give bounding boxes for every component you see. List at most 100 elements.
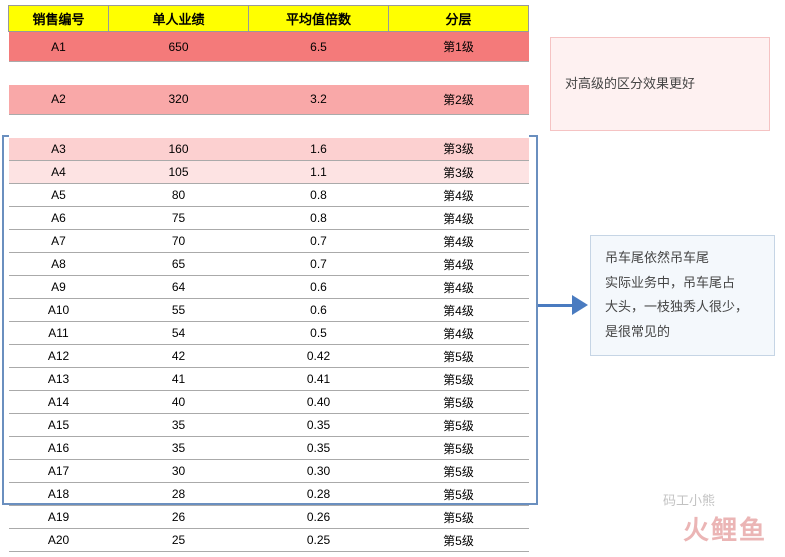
cell-id: A7 <box>9 230 109 253</box>
cell-level: 第5级 <box>389 414 529 437</box>
annotation-bottom: 吊车尾依然吊车尾实际业务中，吊车尾占大头，一枝独秀人很少，是很常见的 <box>590 235 775 356</box>
cell-mult: 0.8 <box>249 184 389 207</box>
cell-mult: 0.28 <box>249 483 389 506</box>
cell-perf: 35 <box>109 414 249 437</box>
cell-perf: 25 <box>109 529 249 552</box>
cell-perf: 54 <box>109 322 249 345</box>
cell-mult: 0.40 <box>249 391 389 414</box>
cell-level: 第5级 <box>389 368 529 391</box>
cell-id: A3 <box>9 138 109 161</box>
spacer-row <box>9 115 529 138</box>
table-row: A16506.5第1级 <box>9 32 529 62</box>
cell-level: 第3级 <box>389 161 529 184</box>
table-row: A8650.7第4级 <box>9 253 529 276</box>
cell-mult: 0.35 <box>249 437 389 460</box>
cell-perf: 64 <box>109 276 249 299</box>
spacer-row <box>9 62 529 85</box>
cell-id: A4 <box>9 161 109 184</box>
cell-id: A9 <box>9 276 109 299</box>
cell-level: 第4级 <box>389 230 529 253</box>
cell-id: A2 <box>9 85 109 115</box>
table-row: A9640.6第4级 <box>9 276 529 299</box>
cell-mult: 0.6 <box>249 299 389 322</box>
cell-id: A17 <box>9 460 109 483</box>
cell-perf: 160 <box>109 138 249 161</box>
table-row: A7700.7第4级 <box>9 230 529 253</box>
cell-mult: 0.7 <box>249 253 389 276</box>
table-row: A41051.1第3级 <box>9 161 529 184</box>
cell-mult: 3.2 <box>249 85 389 115</box>
arrow-icon <box>538 295 588 315</box>
col-perf: 单人业绩 <box>109 6 249 32</box>
table-row: A20250.25第5级 <box>9 529 529 552</box>
cell-perf: 80 <box>109 184 249 207</box>
table-row: A10550.6第4级 <box>9 299 529 322</box>
cell-level: 第4级 <box>389 207 529 230</box>
cell-level: 第2级 <box>389 85 529 115</box>
cell-level: 第5级 <box>389 529 529 552</box>
table-row: A15350.35第5级 <box>9 414 529 437</box>
cell-mult: 1.1 <box>249 161 389 184</box>
table-row: A18280.28第5级 <box>9 483 529 506</box>
cell-perf: 30 <box>109 460 249 483</box>
cell-mult: 0.42 <box>249 345 389 368</box>
table-row: A5800.8第4级 <box>9 184 529 207</box>
cell-id: A1 <box>9 32 109 62</box>
cell-level: 第5级 <box>389 345 529 368</box>
cell-perf: 28 <box>109 483 249 506</box>
watermark-secondary: 码工小熊 <box>663 490 715 509</box>
cell-mult: 1.6 <box>249 138 389 161</box>
cell-perf: 320 <box>109 85 249 115</box>
arrow-head <box>572 295 588 315</box>
cell-level: 第4级 <box>389 253 529 276</box>
table-row: A12420.42第5级 <box>9 345 529 368</box>
cell-perf: 40 <box>109 391 249 414</box>
cell-mult: 0.7 <box>249 230 389 253</box>
cell-mult: 0.8 <box>249 207 389 230</box>
cell-id: A5 <box>9 184 109 207</box>
table-row: A13410.41第5级 <box>9 368 529 391</box>
cell-id: A12 <box>9 345 109 368</box>
cell-level: 第1级 <box>389 32 529 62</box>
table-row: A11540.5第4级 <box>9 322 529 345</box>
cell-id: A18 <box>9 483 109 506</box>
cell-id: A15 <box>9 414 109 437</box>
cell-level: 第4级 <box>389 276 529 299</box>
table-row: A17300.30第5级 <box>9 460 529 483</box>
cell-id: A11 <box>9 322 109 345</box>
annotation-top: 对高级的区分效果更好 <box>550 37 770 131</box>
cell-perf: 105 <box>109 161 249 184</box>
cell-id: A6 <box>9 207 109 230</box>
cell-mult: 0.35 <box>249 414 389 437</box>
cell-perf: 65 <box>109 253 249 276</box>
cell-id: A10 <box>9 299 109 322</box>
cell-perf: 75 <box>109 207 249 230</box>
cell-level: 第4级 <box>389 322 529 345</box>
cell-level: 第5级 <box>389 460 529 483</box>
annotation-top-text: 对高级的区分效果更好 <box>565 72 695 97</box>
cell-mult: 0.30 <box>249 460 389 483</box>
cell-perf: 42 <box>109 345 249 368</box>
annotation-bottom-text: 吊车尾依然吊车尾实际业务中，吊车尾占大头，一枝独秀人很少，是很常见的 <box>605 246 760 345</box>
cell-level: 第5级 <box>389 483 529 506</box>
cell-perf: 35 <box>109 437 249 460</box>
arrow-line <box>538 304 574 307</box>
table-row: A16350.35第5级 <box>9 437 529 460</box>
cell-level: 第5级 <box>389 391 529 414</box>
cell-perf: 41 <box>109 368 249 391</box>
table-row: A23203.2第2级 <box>9 85 529 115</box>
cell-mult: 0.6 <box>249 276 389 299</box>
cell-id: A16 <box>9 437 109 460</box>
sales-table: 销售编号 单人业绩 平均值倍数 分层 A16506.5第1级A23203.2第2… <box>8 5 529 552</box>
table-row: A14400.40第5级 <box>9 391 529 414</box>
table-row: A6750.8第4级 <box>9 207 529 230</box>
cell-id: A8 <box>9 253 109 276</box>
col-mult: 平均值倍数 <box>249 6 389 32</box>
cell-perf: 55 <box>109 299 249 322</box>
cell-id: A20 <box>9 529 109 552</box>
cell-mult: 0.5 <box>249 322 389 345</box>
watermark-primary: 火鲤鱼 <box>683 510 767 547</box>
table-row: A31601.6第3级 <box>9 138 529 161</box>
cell-mult: 6.5 <box>249 32 389 62</box>
cell-level: 第4级 <box>389 184 529 207</box>
